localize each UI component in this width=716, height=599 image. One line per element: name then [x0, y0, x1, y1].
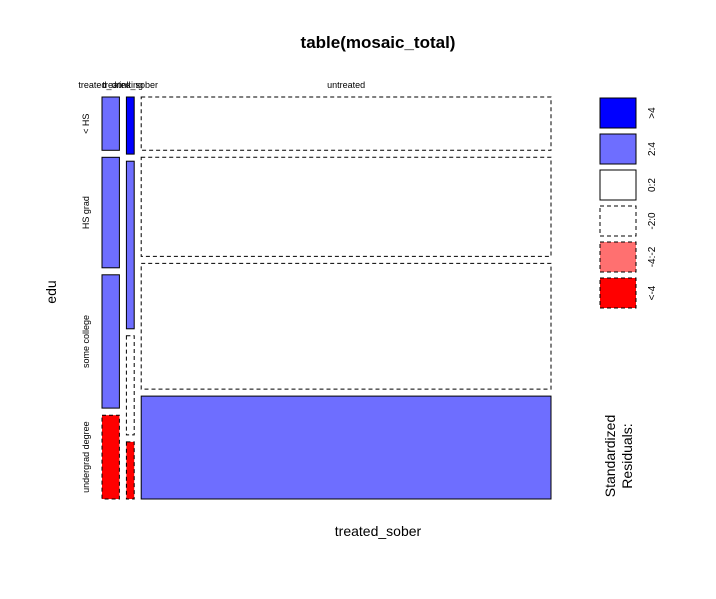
legend: Standardized Residuals: >4 2:4 0:2 -2:0 -4:-…	[599, 97, 658, 498]
chart-title: table(mosaic_total)	[301, 33, 456, 52]
legend-label-0: >4	[647, 107, 658, 119]
mosaic-tile-untreated-2	[140, 262, 552, 390]
legend-title-line-2: Residuals:	[619, 423, 635, 488]
mosaic-tile-treated_sober-3	[125, 441, 135, 500]
legend-swatch-3	[599, 205, 637, 237]
row-label-1: HS grad	[81, 196, 91, 229]
row-label-2: some college	[81, 315, 91, 368]
mosaic-tile-untreated-1	[140, 156, 552, 257]
mosaic-tile-treated_drinking-3	[101, 414, 120, 500]
legend-label-1: 2:4	[647, 142, 658, 156]
legend-swatch-1	[599, 133, 637, 165]
mosaic-tiles	[101, 96, 552, 500]
legend-label-4: -4:-2	[647, 246, 658, 267]
legend-swatch-4	[599, 241, 637, 273]
mosaic-tile-treated_sober-0	[125, 96, 135, 155]
legend-title-line-1: Standardized	[602, 415, 618, 498]
mosaic-tile-treated_sober-1	[125, 160, 135, 330]
row-label-0: < HS	[81, 114, 91, 134]
legend-label-3: -2:0	[647, 212, 658, 230]
column-label-0: treated_drinking	[78, 80, 143, 90]
legend-label-5: <-4	[647, 285, 658, 300]
x-axis-label: treated_sober	[335, 523, 422, 539]
row-labels: < HS HS grad some college undergrad degree	[81, 114, 91, 493]
row-label-3: undergrad degree	[81, 421, 91, 493]
mosaic-tile-treated_drinking-2	[101, 274, 120, 409]
mosaic-tile-untreated-3	[140, 395, 552, 500]
column-label-2: untreated	[327, 80, 365, 90]
legend-swatch-5	[599, 277, 637, 309]
legend-swatch-2	[599, 169, 637, 201]
mosaic-tile-treated_drinking-1	[101, 156, 120, 269]
legend-label-2: 0:2	[647, 178, 658, 192]
mosaic-tile-treated_sober-2	[125, 335, 135, 436]
legend-swatch-0	[599, 97, 637, 129]
column-label-1: treated_sober	[103, 80, 159, 90]
y-axis-label: edu	[43, 280, 59, 303]
mosaic-tile-treated_drinking-0	[101, 96, 120, 151]
mosaic-tile-untreated-0	[140, 96, 552, 151]
